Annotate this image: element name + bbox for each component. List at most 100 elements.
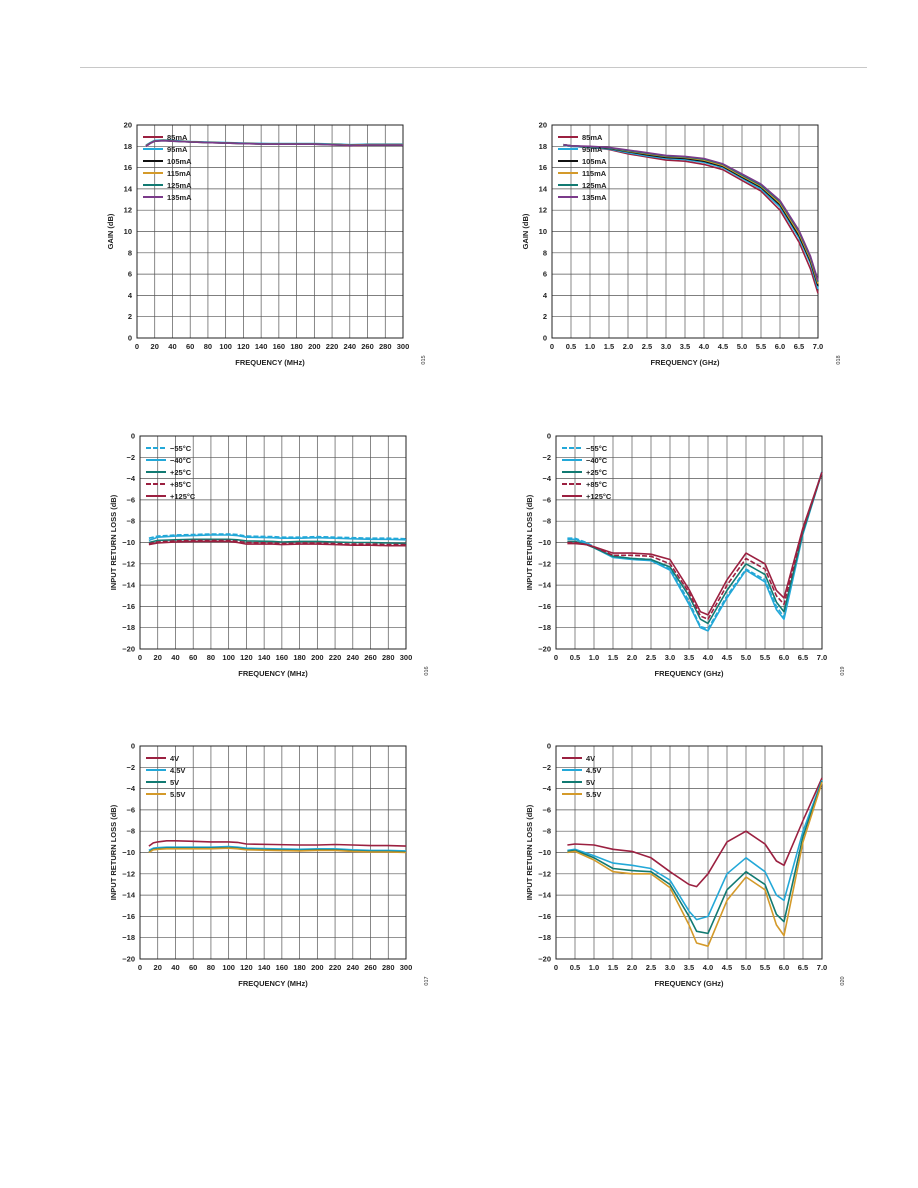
x-tick-label: 4.0: [703, 653, 713, 662]
x-tick-label: 3.0: [661, 342, 671, 351]
y-tick-label: −18: [122, 623, 135, 632]
y-tick-label: −14: [538, 581, 552, 590]
series-line-2: [567, 780, 823, 935]
legend: 85mA 95mA 105mA 115mA 125mA 135mA: [558, 133, 607, 202]
x-tick-label: 7.0: [817, 963, 827, 972]
x-tick-label: 140: [258, 653, 271, 662]
series-line-2: [567, 471, 823, 625]
y-tick-label: −10: [122, 848, 135, 857]
x-tick-label: 280: [382, 653, 395, 662]
x-tick-label: 6.5: [798, 963, 808, 972]
legend: −55°C −40°C +25°C +85°C +125°C: [562, 444, 612, 501]
x-tick-label: 100: [222, 653, 235, 662]
y-tick-label: −18: [538, 623, 551, 632]
grid: [555, 745, 823, 960]
x-tick-label: 200: [308, 342, 321, 351]
y-tick-label: 0: [543, 334, 547, 343]
legend-label: 85mA: [582, 133, 603, 142]
y-tick-label: −6: [542, 805, 551, 814]
x-tick-label: 7.0: [813, 342, 823, 351]
x-tick-label: 1.5: [608, 653, 618, 662]
y-tick-label: −14: [538, 891, 552, 900]
figure-code: 017: [424, 976, 430, 985]
y-tick-label: 18: [124, 142, 132, 151]
y-tick-label: −2: [126, 763, 135, 772]
legend-label: +25°C: [586, 468, 608, 477]
x-tick-label: 280: [379, 342, 392, 351]
y-tick-label: −12: [122, 559, 135, 568]
y-tick-label: −18: [538, 933, 551, 942]
x-tick-label: 60: [189, 963, 197, 972]
header-rule: [80, 67, 867, 68]
x-tick-label: 5.5: [756, 342, 766, 351]
x-tick-label: 2.0: [627, 653, 637, 662]
x-tick-label: 1.5: [604, 342, 614, 351]
legend-label: 5.5V: [170, 790, 185, 799]
x-tick-label: 4.5: [718, 342, 728, 351]
series-line-0: [567, 777, 823, 888]
x-axis-label: FREQUENCY (GHz): [654, 669, 724, 678]
y-tick-label: 20: [124, 121, 132, 130]
legend-label: 4V: [586, 754, 595, 763]
x-tick-label: 260: [364, 653, 377, 662]
x-tick-label: 180: [293, 963, 306, 972]
legend-label: 95mA: [582, 145, 603, 154]
legend-label: 5.5V: [586, 790, 601, 799]
x-tick-label: 6.0: [775, 342, 785, 351]
x-tick-label: 2.5: [646, 653, 656, 662]
x-tick-label: 220: [329, 963, 342, 972]
x-tick-label: 280: [382, 963, 395, 972]
x-tick-label: 3.5: [680, 342, 690, 351]
y-tick-label: 12: [124, 206, 132, 215]
y-axis-label: INPUT RETURN LOSS (dB): [525, 494, 534, 590]
x-axis-label: FREQUENCY (MHz): [238, 979, 308, 988]
figure-code: 018: [836, 355, 842, 364]
x-tick-label: 300: [400, 963, 413, 972]
x-tick-label: 4.5: [722, 653, 732, 662]
x-tick-label: 5.0: [737, 342, 747, 351]
y-tick-label: −10: [538, 538, 551, 547]
y-tick-label: 20: [539, 121, 547, 130]
legend: 4V 4.5V 5V 5.5V: [562, 754, 601, 799]
y-tick-label: −8: [126, 517, 135, 526]
y-tick-label: −6: [126, 805, 135, 814]
x-tick-label: 3.5: [684, 963, 694, 972]
series-line-1: [148, 845, 407, 852]
legend-label: +125°C: [170, 492, 196, 501]
y-tick-label: 14: [124, 184, 133, 193]
y-tick-label: −6: [542, 495, 551, 504]
x-axis-label: FREQUENCY (MHz): [238, 669, 308, 678]
y-tick-label: 0: [547, 432, 551, 441]
x-tick-label: 80: [207, 653, 215, 662]
x-tick-label: 240: [347, 963, 360, 972]
y-tick-label: −16: [538, 602, 551, 611]
x-tick-label: 60: [186, 342, 194, 351]
x-tick-label: 6.5: [794, 342, 804, 351]
y-tick-label: 18: [539, 142, 547, 151]
x-tick-label: 120: [237, 342, 250, 351]
y-tick-label: 16: [539, 163, 547, 172]
figure-code: 020: [840, 976, 846, 985]
y-tick-label: −8: [542, 827, 551, 836]
series-line-0: [148, 533, 407, 540]
y-tick-label: 6: [128, 270, 132, 279]
x-tick-label: 0: [550, 342, 554, 351]
x-tick-label: 260: [364, 963, 377, 972]
y-axis-label: INPUT RETURN LOSS (dB): [109, 804, 118, 900]
legend-label: 105mA: [582, 157, 607, 166]
x-tick-label: 2.5: [642, 342, 652, 351]
x-tick-label: 0.5: [566, 342, 576, 351]
figure-code: 015: [421, 355, 427, 364]
x-tick-label: 2.0: [623, 342, 633, 351]
x-tick-label: 6.5: [798, 653, 808, 662]
legend-label: 135mA: [582, 193, 607, 202]
legend-label: 125mA: [167, 181, 192, 190]
x-tick-label: 200: [311, 963, 324, 972]
series-line-4: [148, 540, 406, 547]
y-tick-label: 0: [131, 432, 135, 441]
legend-label: 135mA: [167, 193, 192, 202]
y-tick-label: 2: [128, 312, 132, 321]
